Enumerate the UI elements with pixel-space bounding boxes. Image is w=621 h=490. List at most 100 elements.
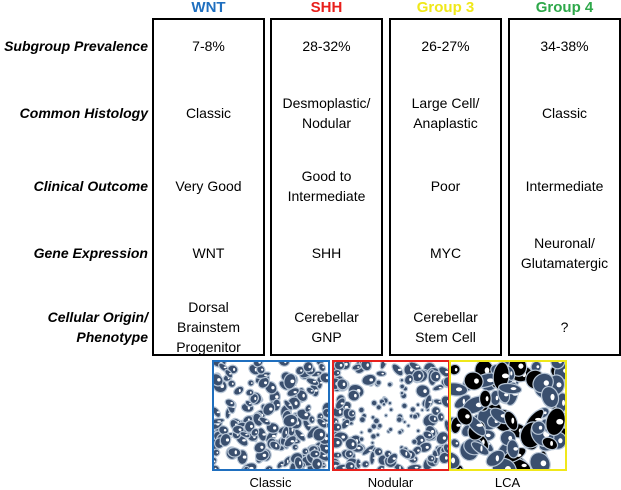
- cell: [545, 407, 566, 437]
- cell: [344, 460, 356, 470]
- cell: [358, 416, 366, 424]
- cell: [450, 438, 461, 449]
- nucleus-spot: [324, 446, 329, 450]
- cell: [529, 451, 551, 470]
- row-label: Subgroup Prevalence: [4, 38, 148, 54]
- nucleus-spot: [308, 407, 311, 410]
- cell: [358, 406, 365, 414]
- cell: [436, 412, 445, 422]
- cell: [456, 407, 473, 426]
- cell: [244, 399, 253, 408]
- nucleus-spot: [216, 451, 219, 454]
- nucleus-spot: [317, 462, 321, 466]
- nucleus-spot: [300, 434, 305, 437]
- cell: [360, 361, 373, 372]
- cell: [322, 407, 329, 419]
- nucleus-spot: [397, 368, 402, 371]
- cells: [450, 361, 566, 470]
- nucleus-spot: [462, 398, 466, 405]
- cell: [283, 399, 294, 411]
- nucleus-spot: [556, 382, 562, 388]
- nucleus-spot: [495, 455, 499, 462]
- cell: [388, 407, 394, 413]
- nucleus-spot: [261, 368, 264, 371]
- row-label: Common Histology: [19, 105, 148, 121]
- nucleus-spot: [336, 441, 340, 445]
- nucleus-spot: [508, 435, 513, 441]
- nucleus-spot: [428, 433, 431, 437]
- nucleus-spot: [521, 463, 527, 468]
- nucleus-spot: [228, 372, 232, 375]
- cell: [442, 443, 449, 455]
- cell-text: WNT: [192, 245, 225, 261]
- cell: [304, 403, 312, 413]
- cell-text: Desmoplastic/ Nodular: [282, 95, 371, 131]
- nucleus-spot: [271, 434, 276, 438]
- nucleus-spot: [323, 464, 325, 466]
- nucleus-spot: [381, 372, 385, 375]
- nucleus-spot: [238, 428, 242, 431]
- nucleus-spot: [304, 413, 309, 417]
- cell: [375, 370, 387, 378]
- nucleus-spot: [445, 370, 449, 374]
- nucleus-spot: [337, 371, 340, 374]
- cell: [506, 439, 520, 459]
- cell: [305, 377, 320, 387]
- cell: [269, 440, 281, 451]
- nucleus-spot: [322, 422, 326, 425]
- nucleus-spot: [280, 463, 283, 466]
- nucleus-spot: [425, 445, 429, 449]
- cell-text: 26-27%: [421, 38, 470, 54]
- nucleus-spot: [423, 389, 427, 394]
- nucleus-spot: [216, 411, 220, 414]
- histology-image: [212, 360, 330, 471]
- nucleus-spot: [409, 377, 412, 382]
- cell: [383, 413, 389, 418]
- nucleus-spot: [455, 442, 459, 445]
- image-caption: Nodular: [367, 475, 414, 490]
- nucleus-spot: [368, 449, 373, 451]
- cell: [375, 379, 382, 386]
- cell-text: Dorsal Brainstem Progenitor: [176, 299, 241, 355]
- nucleus-spot: [254, 397, 257, 401]
- nucleus-spot: [414, 466, 419, 469]
- nucleus-spot: [294, 401, 298, 406]
- nucleus-spot: [405, 451, 408, 456]
- cell: [397, 429, 403, 436]
- cell-text: Good to Intermediate: [287, 168, 366, 204]
- nucleus-spot: [454, 367, 458, 372]
- cell: [411, 369, 425, 383]
- nucleus-spot: [217, 420, 222, 422]
- nucleus-spot: [238, 389, 241, 393]
- nucleus-spot: [230, 401, 233, 405]
- cell: [440, 395, 449, 409]
- nucleus-spot: [262, 453, 267, 458]
- nucleus-spot: [504, 393, 509, 397]
- cell: [334, 397, 346, 410]
- cell: [401, 402, 408, 410]
- nucleus-spot: [344, 362, 348, 366]
- nucleus-spot: [336, 425, 340, 429]
- nucleus-spot: [485, 396, 489, 402]
- cell: [336, 378, 349, 391]
- nucleus-spot: [366, 363, 369, 367]
- cell: [399, 448, 412, 460]
- nucleus-spot: [487, 378, 494, 383]
- nucleus-spot: [550, 441, 553, 446]
- nucleus-spot: [511, 417, 515, 424]
- cell-text: Intermediate: [525, 178, 604, 194]
- cell: [245, 388, 255, 397]
- cell-text: 28-32%: [302, 38, 351, 54]
- nucleus-spot: [438, 400, 441, 403]
- nucleus-spot: [338, 409, 342, 414]
- column-header: SHH: [310, 0, 343, 16]
- nucleus-spot: [558, 438, 563, 444]
- cell: [309, 449, 321, 459]
- nucleus-spot: [264, 381, 268, 385]
- column-header: Group 4: [535, 0, 594, 16]
- cell: [359, 430, 364, 435]
- nucleus-spot: [562, 399, 565, 406]
- cell: [386, 452, 399, 465]
- column-box: [508, 18, 621, 356]
- column-box: [270, 18, 383, 356]
